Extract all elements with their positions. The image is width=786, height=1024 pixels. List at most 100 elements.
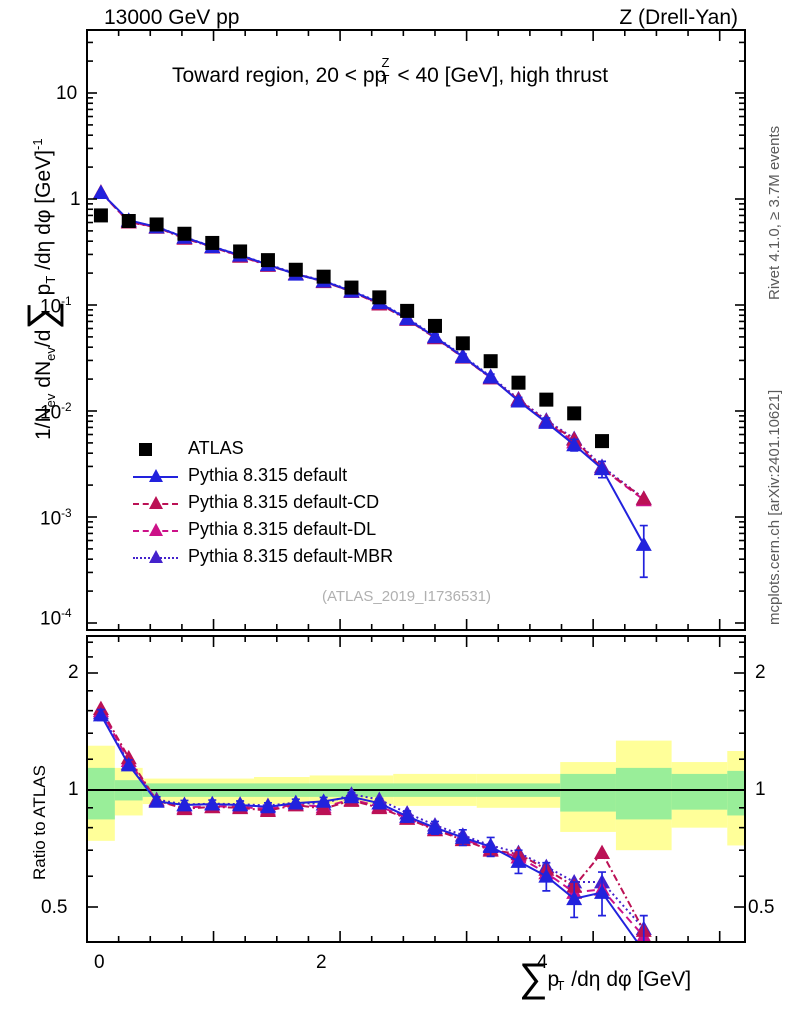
- band-yellow: [476, 773, 561, 808]
- ratio-marker-triangle: [343, 791, 360, 806]
- ratio-marker-triangle: [482, 837, 499, 852]
- data-marker-triangle: [510, 390, 527, 406]
- atlas-data-marker: [539, 392, 554, 407]
- band-yellow: [615, 740, 672, 851]
- ratio-series-group: [92, 700, 652, 957]
- ratio-marker-triangle: [538, 861, 555, 876]
- data-marker-triangle: [399, 309, 416, 325]
- ratio-marker-triangle: [371, 791, 388, 806]
- error-bar: [598, 460, 607, 479]
- data-marker-triangle: [148, 218, 165, 234]
- ratio-marker-triangle: [426, 821, 443, 836]
- ratio-marker-triangle: [566, 884, 583, 899]
- data-marker-triangle: [120, 213, 137, 229]
- error-bar: [152, 225, 161, 229]
- ratio-marker-triangle: [371, 799, 388, 815]
- error-bar: [124, 218, 133, 222]
- data-marker-triangle: [566, 433, 583, 449]
- ratio-marker-triangle: [454, 829, 471, 844]
- atlas-data-marker: [372, 290, 387, 305]
- series-line-pythia-8-315-default-cd: [100, 191, 645, 500]
- ratio-error-bar: [403, 810, 412, 823]
- sigma-icon: ∑: [519, 956, 548, 1000]
- ratio-error-bar: [180, 799, 189, 811]
- ratio-marker-triangle: [120, 755, 137, 770]
- error-bar: [430, 333, 439, 341]
- ratio-error-bar: [598, 871, 607, 917]
- data-marker-triangle: [635, 490, 652, 505]
- data-marker-triangle: [287, 266, 304, 281]
- legend-label: Pythia 8.315 default-MBR: [188, 546, 394, 566]
- data-marker-triangle: [399, 310, 416, 326]
- ratio-error-bar: [236, 800, 245, 810]
- data-marker-triangle: [232, 247, 249, 262]
- ratio-marker-triangle: [343, 792, 360, 807]
- ratio-error-bar: [263, 801, 272, 812]
- ratio-marker-triangle: [636, 943, 652, 957]
- ratio-marker-triangle: [232, 799, 249, 815]
- ratio-line-pythia-8-315-default-cd: [100, 708, 645, 931]
- ratio-marker-triangle: [510, 853, 527, 868]
- legend-marker-icon: [149, 550, 163, 563]
- band-yellow: [309, 775, 394, 805]
- data-marker-triangle: [232, 247, 249, 262]
- yaxis-label-exp: -1: [30, 138, 45, 150]
- atlas-data-marker: [344, 280, 359, 295]
- series-line-pythia-8-315-default-mbr: [100, 191, 645, 500]
- ratio-line-pythia-8-315-default-dl: [100, 710, 645, 938]
- error-bar: [542, 417, 551, 429]
- ratio-error-bar: [291, 798, 300, 809]
- ratio-marker-triangle: [454, 827, 471, 842]
- ratio-marker-triangle: [232, 796, 249, 812]
- data-marker-triangle: [482, 369, 499, 384]
- error-bar: [570, 438, 579, 452]
- data-marker-triangle: [594, 458, 611, 473]
- data-marker-triangle: [259, 256, 276, 272]
- data-marker-triangle: [259, 256, 276, 271]
- plot-title: Toward region, 20 < pp Z T < 40 [GeV], hig…: [172, 55, 609, 87]
- atlas-data-marker: [121, 214, 136, 229]
- data-marker-triangle: [482, 369, 499, 385]
- atlas-data-marker: [511, 375, 526, 390]
- data-marker-triangle: [92, 184, 109, 199]
- ratio-marker-triangle: [566, 873, 583, 889]
- data-marker-triangle: [635, 491, 652, 507]
- plot-title-rest: < 40 [GeV], high thrust: [391, 64, 609, 87]
- ratio-marker-triangle: [426, 817, 443, 832]
- ratio-marker-triangle: [120, 749, 137, 765]
- ratio-error-bar: [208, 799, 217, 810]
- ratio-marker-triangle: [259, 797, 276, 812]
- data-marker-triangle: [204, 238, 221, 254]
- data-marker-triangle: [426, 329, 443, 345]
- atlas-marker-icon: [139, 443, 152, 456]
- data-marker-triangle: [454, 348, 471, 364]
- ratio-error-bar: [430, 820, 439, 835]
- legend-marker-icon: [149, 523, 163, 536]
- data-marker-triangle: [92, 184, 109, 199]
- data-marker-triangle: [371, 294, 388, 309]
- ratio-marker-triangle: [287, 796, 304, 812]
- ratio-ytick-2-right: 2: [755, 662, 766, 683]
- ratio-marker-triangle: [510, 844, 527, 860]
- legend-label: Pythia 8.315 default-CD: [188, 492, 380, 512]
- error-bar: [486, 373, 495, 382]
- ratio-marker-triangle: [204, 796, 221, 811]
- yaxis-label-tail: /dη dφ [GeV]: [32, 150, 55, 276]
- legend-label: ATLAS: [188, 438, 244, 458]
- data-marker-triangle: [176, 229, 193, 245]
- legend-marker-icon: [149, 469, 163, 482]
- ratio-marker-triangle: [287, 795, 304, 810]
- ratio-marker-triangle: [315, 800, 332, 816]
- error-bar: [514, 396, 523, 406]
- ratio-marker-triangle: [92, 702, 109, 718]
- ratio-error-bar: [124, 759, 133, 771]
- ytick-1: 1: [70, 189, 81, 210]
- plot-title-pre: Toward region, 20 < p: [172, 64, 375, 87]
- atlas-data-marker: [455, 336, 470, 351]
- ratio-marker-triangle: [176, 796, 193, 812]
- ratio-ytick-2-left: 2: [68, 662, 79, 683]
- plot-title-sup: Z: [381, 55, 390, 70]
- ratio-marker-triangle: [594, 884, 611, 899]
- ytick-0: 10: [56, 83, 78, 104]
- ratio-marker-triangle: [92, 704, 109, 720]
